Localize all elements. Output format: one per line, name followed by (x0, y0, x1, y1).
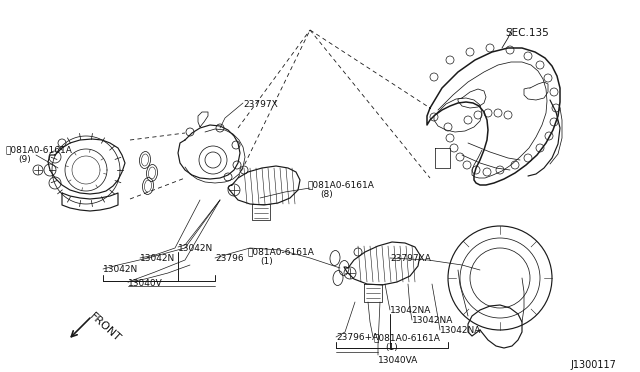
Text: Ⓑ081A0-6161A: Ⓑ081A0-6161A (6, 145, 73, 154)
Text: Ⓑ081A0-6161A: Ⓑ081A0-6161A (248, 247, 315, 256)
Text: J1300117: J1300117 (570, 360, 616, 370)
Text: SEC.135: SEC.135 (505, 28, 548, 38)
Text: Ⓑ081A0-6161A: Ⓑ081A0-6161A (308, 180, 375, 189)
Text: 13040V: 13040V (128, 279, 163, 288)
Text: 13042NA: 13042NA (440, 326, 481, 335)
Text: (9): (9) (18, 155, 31, 164)
Text: 13042N: 13042N (103, 265, 138, 274)
Text: FRONT: FRONT (88, 311, 123, 344)
Text: Ⓑ081A0-6161A: Ⓑ081A0-6161A (373, 333, 440, 342)
Text: 23796: 23796 (215, 254, 244, 263)
Text: 13042NA: 13042NA (390, 306, 431, 315)
Text: 13040VA: 13040VA (378, 356, 419, 365)
Text: 13042N: 13042N (140, 254, 175, 263)
Text: 23797X: 23797X (243, 100, 278, 109)
Text: (1): (1) (385, 343, 397, 352)
Text: 23797XA: 23797XA (390, 254, 431, 263)
Text: 23796+A: 23796+A (336, 333, 378, 342)
Text: (8): (8) (320, 190, 333, 199)
Text: 13042N: 13042N (178, 244, 213, 253)
Text: (1): (1) (260, 257, 273, 266)
Text: 13042NA: 13042NA (412, 316, 453, 325)
